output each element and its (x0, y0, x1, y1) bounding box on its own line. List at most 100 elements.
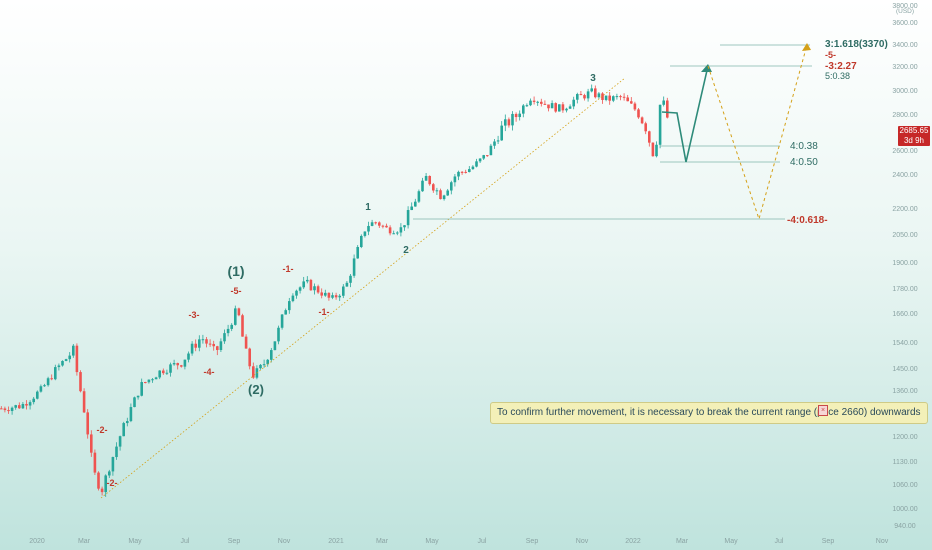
candle-body (187, 353, 190, 360)
candle-body (147, 379, 151, 383)
candle-body (446, 190, 449, 196)
candle-body (439, 190, 442, 200)
candle-body (590, 88, 593, 92)
candle-body (619, 96, 622, 98)
candle-body (478, 158, 482, 162)
candle-body (14, 405, 17, 408)
y-tick-label: 3800.00 (892, 3, 917, 10)
candle-body (352, 258, 356, 276)
candle-body (622, 96, 626, 98)
candle-body (507, 119, 511, 126)
y-tick-label: 1130.00 (893, 459, 918, 466)
candle-body (136, 395, 140, 398)
y-tick-label: 940.00 (894, 523, 916, 530)
candle-body (241, 315, 244, 337)
wave-label: -2- (97, 425, 108, 435)
candle-body (489, 145, 493, 156)
candle-body (662, 100, 665, 105)
candle-body (205, 339, 208, 344)
candle-body (500, 125, 503, 141)
y-tick-label: 1360.00 (892, 388, 917, 395)
candle-body (442, 195, 446, 200)
candle-body (496, 140, 500, 142)
candle-body (399, 227, 403, 233)
candle-body (43, 385, 46, 387)
wave-label: -4- (204, 367, 215, 377)
candle-body (176, 363, 179, 366)
candle-body (18, 405, 21, 409)
wave-label: -5- (231, 286, 242, 296)
candle-body (212, 343, 215, 347)
candle-body (414, 201, 417, 207)
annotation-note[interactable]: To confirm further movement, it is neces… (490, 402, 928, 424)
candle-body (417, 191, 421, 202)
trend-line (100, 77, 626, 499)
candle-body (360, 235, 363, 248)
y-tick-label: 3400.00 (892, 42, 917, 49)
candle-body (334, 295, 338, 298)
candle-body (471, 166, 475, 170)
candle-body (604, 95, 608, 100)
candle-body (115, 446, 118, 458)
wave-label: (2) (248, 382, 264, 397)
candle-body (111, 457, 115, 472)
candle-body (259, 364, 262, 369)
candle-body (165, 372, 169, 374)
x-tick-label: Mar (78, 538, 91, 545)
candle-body (262, 364, 266, 366)
candle-body (644, 123, 647, 132)
candle-body (525, 105, 529, 107)
x-tick-label: May (724, 538, 738, 545)
candle-body (626, 97, 629, 102)
candle-body (338, 295, 341, 298)
y-tick-label: 3200.00 (892, 64, 917, 71)
candle-body (216, 346, 219, 351)
candle-body (324, 292, 327, 296)
x-tick-label: Sep (228, 538, 241, 545)
candle-body (122, 423, 125, 437)
candle-body (226, 328, 230, 334)
candle-body (82, 391, 86, 413)
level-label: -3:2.27 (825, 61, 857, 72)
candle-body (630, 101, 633, 104)
candle-body (54, 367, 57, 380)
candle-body (370, 222, 374, 226)
candle-body (151, 379, 154, 381)
candle-body (273, 341, 277, 351)
candle-body (223, 333, 226, 342)
candle-body (432, 184, 435, 191)
candle-body (39, 386, 43, 392)
candle-body (511, 113, 514, 126)
candle-body (194, 343, 197, 348)
x-tick-label: 2022 (625, 538, 641, 545)
candle-body (342, 286, 345, 296)
candle-body (468, 169, 471, 173)
projection-main-path (661, 65, 709, 163)
candle-body (219, 341, 223, 351)
candle-body (244, 336, 248, 349)
candle-body (316, 286, 320, 293)
candle-body (666, 100, 669, 118)
candle-body (637, 109, 640, 118)
candle-body (190, 343, 194, 354)
note-close-icon[interactable]: × (818, 405, 828, 416)
y-tick-label: 2800.00 (892, 112, 917, 119)
candle-body (86, 412, 89, 435)
candle-body (126, 421, 129, 424)
x-tick-label: Jul (478, 538, 487, 545)
candle-body (597, 93, 601, 98)
wave-label: -1- (283, 264, 294, 274)
candle-body (558, 104, 561, 112)
y-tick-label: 1780.00 (892, 286, 917, 293)
level-label: -5- (825, 50, 836, 60)
candle-body (424, 175, 428, 181)
candle-body (536, 101, 539, 103)
candle-body (504, 119, 507, 126)
x-tick-label: Jul (181, 538, 190, 545)
candle-body (313, 286, 316, 291)
candle-body (615, 96, 619, 98)
y-tick-label: 1200.00 (892, 434, 917, 441)
y-tick-label: 1900.00 (892, 260, 917, 267)
candle-body (302, 281, 305, 288)
